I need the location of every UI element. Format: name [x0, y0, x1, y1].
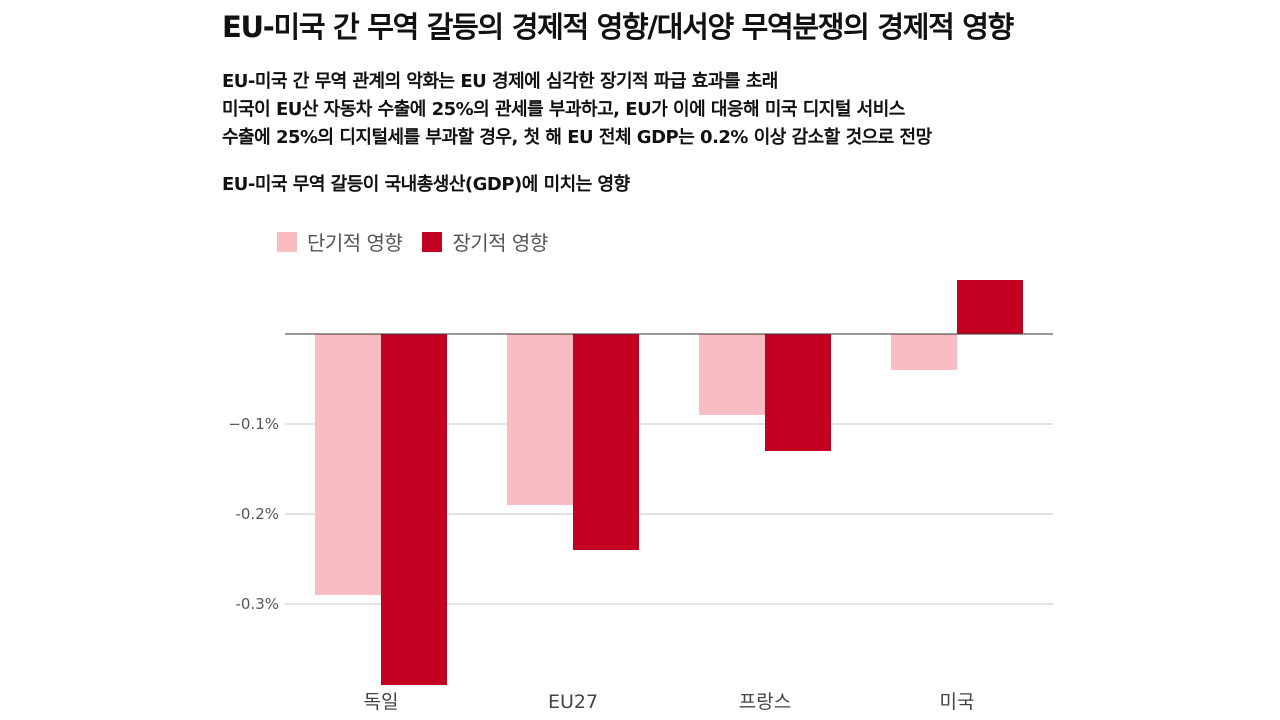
legend-swatch-long-term	[422, 231, 443, 252]
x-category-label: 프랑스	[739, 691, 791, 713]
y-tick-label: -0.2%	[235, 505, 279, 523]
bar-long-term	[381, 334, 447, 685]
description-line: 수출에 25%의 디지털세를 부과할 경우, 첫 해 EU 전체 GDP는 0.…	[222, 127, 932, 148]
legend-label-long-term: 장기적 영향	[452, 231, 548, 255]
page-title: EU-미국 간 무역 갈등의 경제적 영향/대서양 무역분쟁의 경제적 영향	[222, 10, 1014, 44]
y-tick-label: −0.1%	[228, 415, 279, 433]
bar-short-term	[699, 334, 765, 415]
bar-long-term	[573, 334, 639, 550]
legend-item-short-term: 단기적 영향	[277, 227, 403, 256]
legend-label-short-term: 단기적 영향	[307, 231, 403, 255]
description: EU-미국 간 무역 관계의 악화는 EU 경제에 심각한 장기적 파급 효과를…	[222, 68, 1262, 152]
chart-title: EU-미국 무역 갈등이 국내총생산(GDP)에 미치는 영향	[222, 174, 630, 195]
bar-short-term	[507, 334, 573, 505]
bar-short-term	[315, 334, 381, 595]
x-category-label: EU27	[548, 691, 598, 713]
y-tick-label: -0.3%	[235, 595, 279, 613]
x-category-label: 독일	[364, 691, 399, 713]
bar-short-term	[891, 334, 957, 370]
description-line: EU-미국 간 무역 관계의 악화는 EU 경제에 심각한 장기적 파급 효과를…	[222, 71, 778, 92]
chart-legend: 단기적 영향 장기적 영향	[277, 227, 568, 256]
bar-long-term	[957, 280, 1023, 334]
legend-swatch-short-term	[277, 231, 297, 252]
bar-long-term	[765, 334, 831, 451]
legend-item-long-term: 장기적 영향	[422, 227, 548, 256]
description-line: 미국이 EU산 자동차 수출에 25%의 관세를 부과하고, EU가 이에 대응…	[222, 99, 905, 120]
x-category-label: 미국	[940, 691, 975, 713]
